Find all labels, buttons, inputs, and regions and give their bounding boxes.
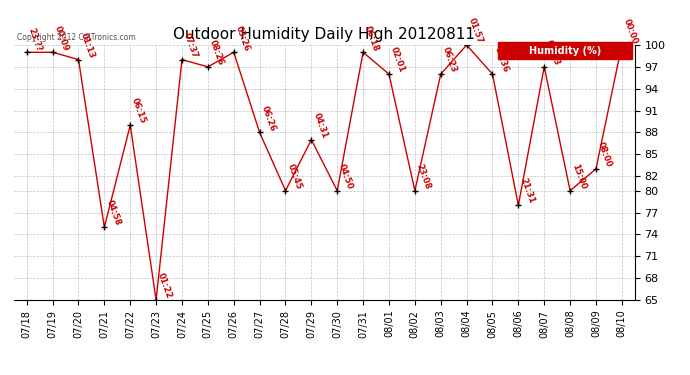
Text: Copyright 2012 CalTronics.com: Copyright 2012 CalTronics.com	[17, 33, 136, 42]
Text: 21:31: 21:31	[518, 177, 536, 205]
Text: 23:??: 23:??	[27, 26, 43, 52]
Text: 06:15: 06:15	[130, 97, 148, 125]
Text: 01:13: 01:13	[79, 32, 96, 60]
Text: 15:00: 15:00	[570, 163, 588, 191]
Text: 06:18: 06:18	[363, 24, 381, 52]
Text: 06:36: 06:36	[493, 46, 510, 74]
Text: 06:23: 06:23	[441, 46, 458, 74]
Text: 00:09: 00:09	[52, 24, 70, 52]
Text: 01:57: 01:57	[466, 17, 484, 45]
Text: 04:31: 04:31	[311, 112, 329, 140]
Text: 00:00: 00:00	[622, 17, 640, 45]
Text: 01:23: 01:23	[544, 39, 562, 67]
Text: Humidity (%): Humidity (%)	[529, 46, 601, 56]
Text: 03:26: 03:26	[234, 24, 251, 52]
Text: 04:58: 04:58	[104, 199, 122, 227]
FancyBboxPatch shape	[498, 42, 632, 59]
Text: 23:08: 23:08	[415, 163, 433, 191]
Text: 06:26: 06:26	[259, 104, 277, 132]
Text: 08:00: 08:00	[596, 141, 613, 169]
Text: 07:37: 07:37	[182, 32, 199, 60]
Text: 05:45: 05:45	[286, 162, 303, 191]
Text: 04:50: 04:50	[337, 163, 355, 191]
Text: 08:26: 08:26	[208, 39, 226, 67]
Title: Outdoor Humidity Daily High 20120811: Outdoor Humidity Daily High 20120811	[173, 27, 475, 42]
Text: 02:01: 02:01	[389, 46, 406, 74]
Text: 01:22: 01:22	[156, 272, 174, 300]
